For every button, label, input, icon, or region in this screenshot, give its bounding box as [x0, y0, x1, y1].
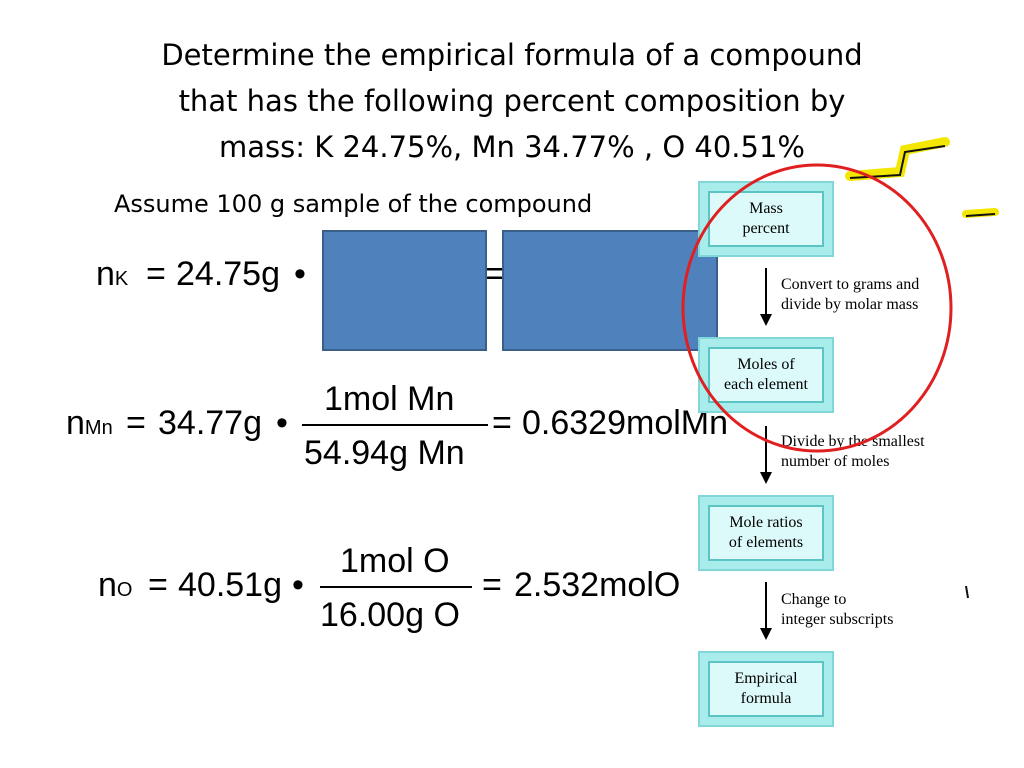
- equals-sign: =: [148, 566, 168, 604]
- hidden-result-box: [502, 230, 718, 351]
- box-line: Moles of: [737, 356, 795, 373]
- result-value: 2.532molO: [514, 566, 681, 604]
- flow-box-mass-percent: Mass percent: [698, 181, 834, 257]
- step-convert: Convert to grams and divide by molar mass: [781, 275, 919, 315]
- n-symbol: n: [98, 566, 117, 604]
- yellow-highlight-stroke-2: [962, 208, 999, 218]
- multiply-dot: •: [294, 255, 306, 293]
- equation-potassium: nK = 24.75g • =: [96, 255, 696, 335]
- flow-box-mole-ratios: Mole ratios of elements: [698, 495, 834, 571]
- equals-sign: =: [126, 404, 146, 442]
- slide-title: Determine the empirical formula of a com…: [62, 32, 962, 170]
- box-line: Mass: [749, 200, 783, 217]
- flow-arrow-2: [760, 426, 772, 484]
- subscript-mn: Mn: [84, 417, 113, 439]
- fraction-bar: [320, 586, 472, 588]
- step-line: Change to: [781, 591, 847, 608]
- subscript-k: K: [114, 268, 129, 290]
- mass-value: 34.77g: [158, 404, 262, 442]
- step-line: number of moles: [781, 453, 890, 470]
- flow-box-empirical-formula: Empirical formula: [698, 651, 834, 727]
- fraction-bar: [302, 424, 488, 426]
- n-symbol: n: [66, 404, 85, 442]
- step-line: divide by molar mass: [781, 296, 919, 313]
- title-line-3: mass: K 24.75%, Mn 34.77% , O 40.51%: [219, 130, 805, 164]
- fraction-numerator: 1mol O: [340, 542, 450, 580]
- box-line: of elements: [728, 534, 804, 551]
- multiply-dot: •: [276, 404, 288, 442]
- multiply-dot: •: [292, 566, 304, 604]
- n-symbol: n: [96, 255, 115, 293]
- mass-value: 24.75g: [176, 255, 280, 293]
- equation-manganese: nMn = 34.77g • 1mol Mn 54.94g Mn = 0.632…: [66, 380, 766, 480]
- flow-arrow-1: [760, 268, 772, 326]
- dark-pen-stroke-2: [965, 213, 996, 217]
- title-line-1: Determine the empirical formula of a com…: [161, 38, 863, 72]
- equation-oxygen: nO = 40.51g • 1mol O 16.00g O = 2.532mol…: [98, 542, 718, 642]
- step-line: Convert to grams and: [781, 276, 920, 293]
- equals-sign-2: =: [484, 255, 504, 293]
- step-divide: Divide by the smallest number of moles: [781, 432, 925, 472]
- box-line: percent: [742, 220, 790, 237]
- step-line: integer subscripts: [781, 611, 894, 628]
- step-change: Change to integer subscripts: [781, 590, 893, 630]
- fraction-denominator: 54.94g Mn: [304, 434, 465, 472]
- box-line: Mole ratios: [729, 514, 803, 531]
- hidden-fraction-box: [322, 230, 487, 351]
- box-line: Empirical: [734, 670, 798, 687]
- box-line: each element: [724, 376, 808, 393]
- flow-box-moles: Moles of each element: [698, 337, 834, 413]
- fraction-numerator: 1mol Mn: [324, 380, 455, 418]
- box-line: formula: [740, 690, 792, 707]
- equals-sign: =: [146, 255, 166, 293]
- equals-sign-2: =: [492, 404, 512, 442]
- flow-arrow-3: [760, 582, 772, 640]
- dark-pen-mark: [965, 585, 969, 599]
- fraction-denominator: 16.00g O: [320, 596, 460, 634]
- step-line: Divide by the smallest: [781, 433, 925, 450]
- mass-value: 40.51g: [178, 566, 282, 604]
- equals-sign-2: =: [482, 566, 502, 604]
- assumption-text: Assume 100 g sample of the compound: [114, 190, 593, 218]
- title-line-2: that has the following percent compositi…: [178, 84, 846, 118]
- subscript-o: O: [116, 579, 133, 601]
